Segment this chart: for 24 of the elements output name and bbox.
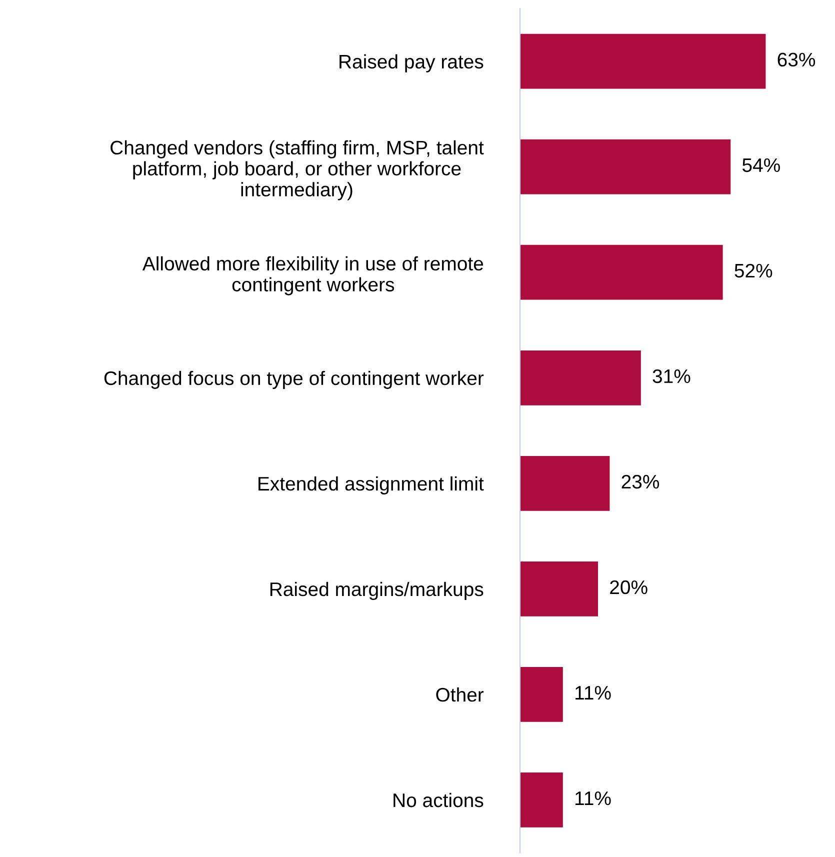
data-label: 11%	[575, 791, 611, 806]
bar	[520, 772, 563, 828]
bar	[520, 456, 610, 511]
y-tick-label: Raised margins/markups	[270, 582, 484, 600]
y-tick-label: Extended assignment limit	[258, 476, 484, 494]
bar	[520, 139, 731, 194]
data-label: 20%	[610, 580, 648, 594]
bar	[520, 350, 641, 406]
y-tick-label: Other	[436, 687, 484, 702]
data-label: 54%	[742, 158, 780, 172]
data-label: 23%	[622, 474, 660, 489]
bar	[520, 34, 766, 89]
bar	[520, 561, 598, 616]
y-tick-label: Changed vendors (staffing firm, MSP, talent platform, job board, or other workforce intermediary)	[110, 140, 484, 200]
bar	[520, 244, 723, 300]
y-tick-label: Raised pay rates	[340, 54, 484, 72]
bar	[520, 667, 563, 722]
y-tick-label: No actions	[394, 792, 484, 808]
data-label: 11%	[575, 686, 611, 700]
data-label: 63%	[778, 52, 816, 67]
data-label: 31%	[652, 369, 690, 384]
data-label: 52%	[734, 264, 772, 278]
y-tick-label: Allowed more flexibility in use of remote contingent workers	[142, 256, 484, 296]
y-tick-label: Changed focus on type of contingent worker	[104, 370, 484, 389]
